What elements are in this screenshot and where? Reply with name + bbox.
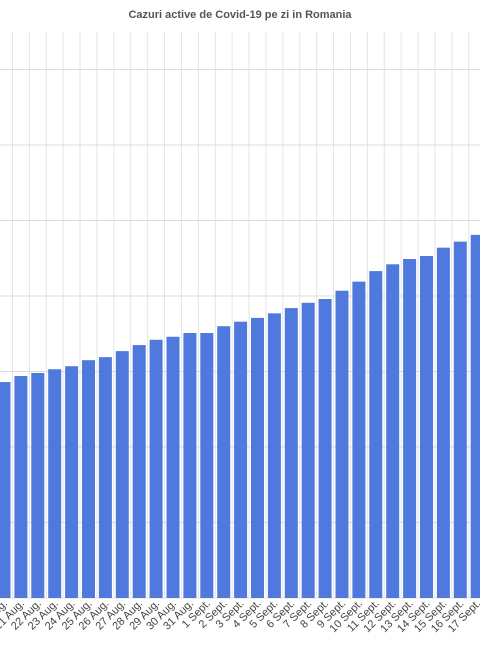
bar <box>132 345 146 598</box>
bar <box>318 299 332 598</box>
bar <box>166 336 180 598</box>
bar <box>436 247 450 598</box>
bar <box>14 376 28 598</box>
bar <box>386 264 400 598</box>
bar <box>31 373 45 598</box>
bar <box>453 241 467 598</box>
bar <box>251 317 264 598</box>
bar <box>217 326 231 598</box>
bar <box>115 351 129 598</box>
bar <box>0 382 11 598</box>
bar <box>200 332 214 598</box>
bar <box>234 321 248 598</box>
bar <box>420 255 433 599</box>
bar <box>82 360 95 598</box>
bar <box>335 290 349 598</box>
bar <box>149 339 163 598</box>
bar <box>48 369 62 598</box>
bar <box>403 259 417 598</box>
bar <box>369 271 383 598</box>
bar <box>98 357 112 598</box>
bar <box>65 366 79 598</box>
bar <box>267 313 281 598</box>
bar <box>470 234 480 598</box>
bar <box>301 302 315 598</box>
bar <box>352 281 366 598</box>
bar <box>284 308 298 598</box>
chart-title: Cazuri active de Covid-19 pe zi in Roman… <box>128 9 352 21</box>
bar <box>183 332 197 598</box>
